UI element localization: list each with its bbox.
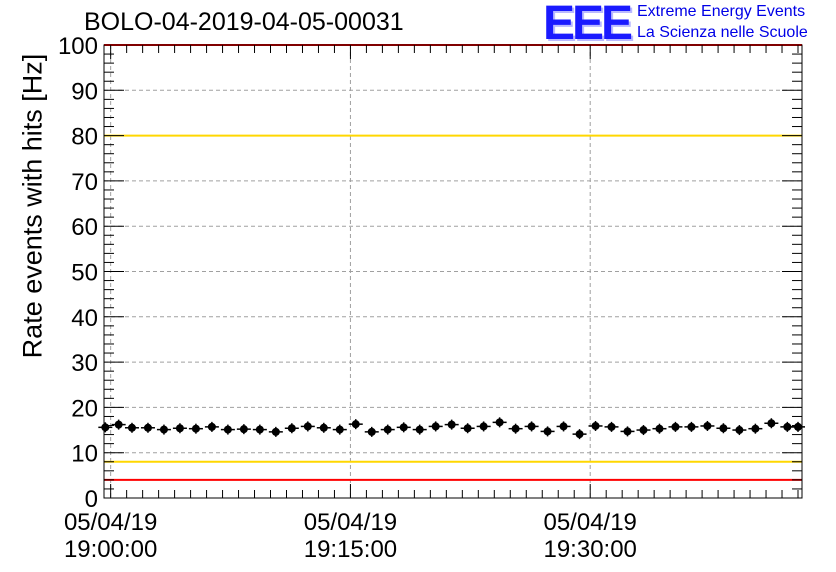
y-tick-label: 80 bbox=[71, 124, 98, 151]
x-tick-label-date: 05/04/19 bbox=[543, 509, 636, 536]
y-tick-label: 100 bbox=[58, 33, 98, 60]
x-tick-label-time: 19:15:00 bbox=[304, 536, 397, 563]
data-point bbox=[671, 422, 680, 431]
grid-lines bbox=[104, 45, 802, 498]
data-point bbox=[207, 422, 216, 431]
data-point bbox=[794, 422, 803, 431]
y-tick-label: 40 bbox=[71, 305, 98, 332]
data-point bbox=[751, 424, 760, 433]
y-tick-labels: 0 10 20 30 40 50 60 70 80 90 100 bbox=[58, 33, 98, 513]
data-point bbox=[367, 427, 376, 436]
plot-border bbox=[103, 44, 803, 499]
x-tick-labels: 05/04/1919:00:0005/04/1919:15:0005/04/19… bbox=[64, 509, 637, 563]
data-point bbox=[623, 427, 632, 436]
data-point bbox=[767, 419, 776, 428]
data-point bbox=[303, 422, 312, 431]
x-tick-label-date: 05/04/19 bbox=[304, 509, 397, 536]
chart-title: BOLO-04-2019-04-05-00031 bbox=[84, 8, 404, 36]
x-tick-label-time: 19:00:00 bbox=[64, 536, 157, 563]
data-point bbox=[511, 424, 520, 433]
data-point bbox=[101, 423, 110, 432]
data-point bbox=[351, 420, 360, 429]
data-point bbox=[479, 422, 488, 431]
data-point bbox=[527, 422, 536, 431]
data-point bbox=[719, 424, 728, 433]
y-axis-label: Rate events with hits [Hz] bbox=[17, 53, 48, 359]
data-point bbox=[703, 421, 712, 430]
data-point bbox=[319, 423, 328, 432]
data-point bbox=[463, 424, 472, 433]
data-point bbox=[335, 425, 344, 434]
data-point bbox=[415, 425, 424, 434]
data-point bbox=[559, 422, 568, 431]
y-tick-label: 70 bbox=[71, 169, 98, 196]
data-point bbox=[143, 423, 152, 432]
data-point bbox=[639, 426, 648, 435]
y-tick-label: 20 bbox=[71, 395, 98, 422]
plot-frame bbox=[103, 44, 803, 499]
data-point bbox=[575, 430, 584, 439]
data-point bbox=[127, 423, 136, 432]
data-point bbox=[591, 421, 600, 430]
data-point bbox=[447, 420, 456, 429]
x-tick-label-time: 19:30:00 bbox=[543, 536, 636, 563]
y-tick-label: 90 bbox=[71, 78, 98, 105]
data-point bbox=[607, 422, 616, 431]
data-point bbox=[271, 427, 280, 436]
data-point bbox=[383, 425, 392, 434]
data-point bbox=[159, 425, 168, 434]
y-tick-label: 30 bbox=[71, 350, 98, 377]
axis-ticks bbox=[104, 44, 802, 499]
x-tick-label-date: 05/04/19 bbox=[64, 509, 157, 536]
data-point bbox=[255, 425, 264, 434]
data-point bbox=[495, 418, 504, 427]
data-point bbox=[735, 426, 744, 435]
data-point bbox=[655, 424, 664, 433]
data-point bbox=[287, 424, 296, 433]
logo-text-line-2: La Scienza nelle Scuole bbox=[637, 24, 808, 41]
data-point bbox=[543, 427, 552, 436]
data-point bbox=[399, 423, 408, 432]
data-points bbox=[98, 417, 806, 440]
y-tick-label: 50 bbox=[71, 260, 98, 287]
y-tick-label: 0 bbox=[85, 486, 98, 513]
data-point bbox=[114, 420, 123, 429]
reference-lines bbox=[104, 44, 802, 481]
data-point bbox=[239, 425, 248, 434]
data-point bbox=[175, 424, 184, 433]
data-point bbox=[431, 422, 440, 431]
eee-logo: EEE bbox=[543, 0, 633, 50]
y-tick-label: 60 bbox=[71, 214, 98, 241]
data-point bbox=[783, 422, 792, 431]
y-tick-label: 10 bbox=[71, 441, 98, 468]
data-point bbox=[223, 425, 232, 434]
data-point bbox=[191, 424, 200, 433]
data-point bbox=[687, 422, 696, 431]
logo-text-line-1: Extreme Energy Events bbox=[637, 3, 806, 20]
